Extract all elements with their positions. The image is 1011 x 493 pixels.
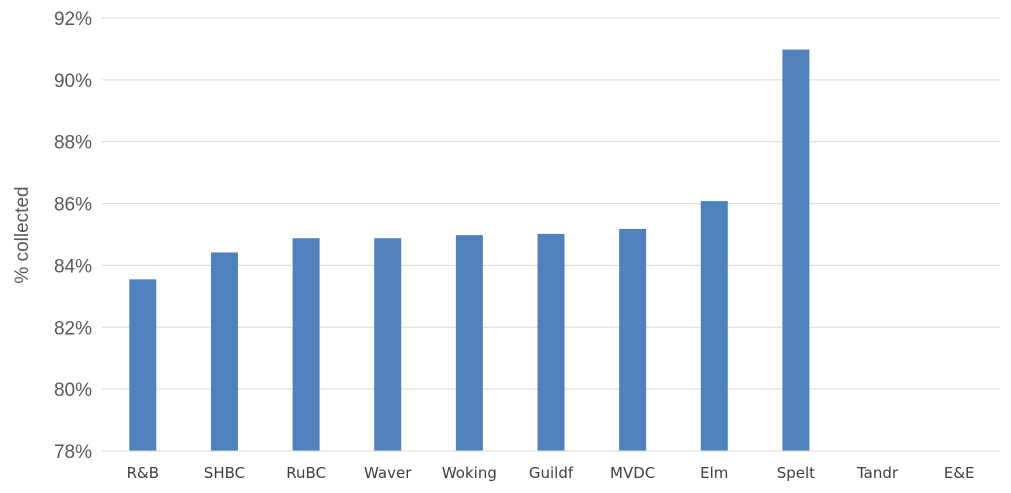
bars <box>129 49 810 451</box>
bar <box>619 228 647 451</box>
x-tick-label: RuBC <box>286 464 326 482</box>
x-tick-label: Elm <box>700 464 728 482</box>
x-tick-label: Tandr <box>856 464 899 482</box>
y-axis-ticks: 78% 80% 82% 84% 86% 88% 90% 92% <box>54 9 92 463</box>
y-tick-label: 82% <box>54 318 92 339</box>
x-tick-label: Spelt <box>777 464 815 482</box>
x-tick-label: Waver <box>364 464 412 482</box>
x-tick-label: E&E <box>944 464 975 482</box>
bar <box>374 238 402 451</box>
y-tick-label: 92% <box>54 9 92 30</box>
x-axis-labels: R&B SHBC RuBC Waver Woking Guildf MVDC Elm Spelt… <box>127 464 975 482</box>
y-tick-label: 90% <box>54 71 92 92</box>
x-tick-label: R&B <box>127 464 159 482</box>
x-tick-label: MVDC <box>610 464 655 482</box>
bar <box>292 238 320 451</box>
bar <box>210 252 238 451</box>
y-axis-label: % collected <box>12 186 33 283</box>
y-tick-label: 84% <box>54 256 92 277</box>
y-tick-label: 80% <box>54 380 92 401</box>
x-tick-label: SHBC <box>204 464 245 482</box>
bar <box>700 201 728 451</box>
bar <box>455 235 483 451</box>
x-tick-label: Guildf <box>529 464 574 482</box>
x-tick-label: Woking <box>442 464 497 482</box>
bar <box>782 49 810 451</box>
bar <box>537 233 565 451</box>
y-tick-label: 88% <box>54 133 92 154</box>
y-tick-label: 86% <box>54 195 92 216</box>
y-tick-label: 78% <box>54 442 92 463</box>
bar <box>129 279 157 451</box>
